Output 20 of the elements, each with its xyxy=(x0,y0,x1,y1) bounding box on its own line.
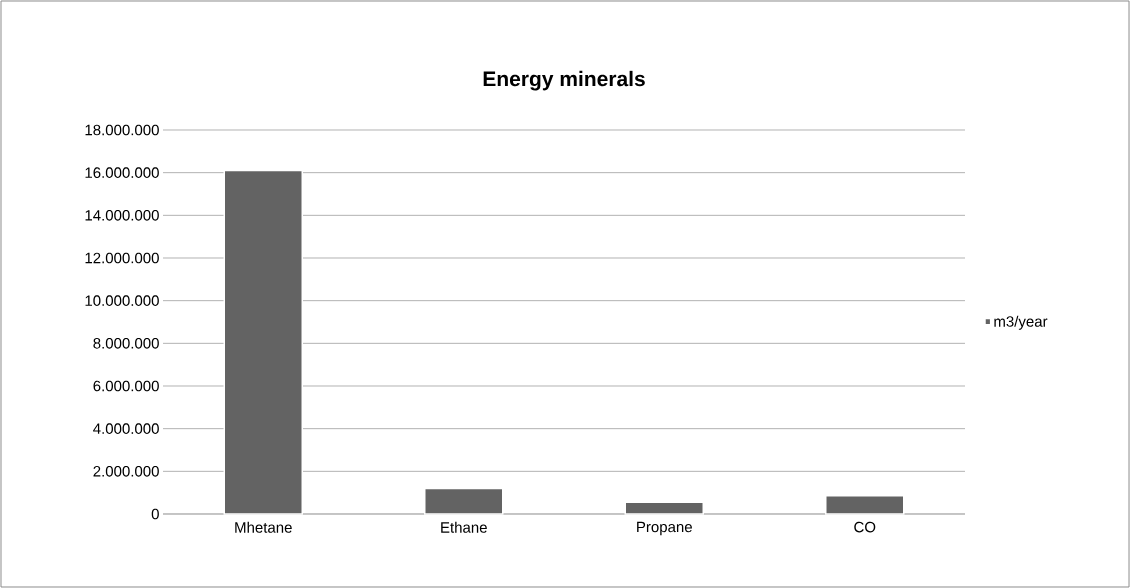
y-tick-label: 14.000.000 xyxy=(85,210,159,221)
y-tick-label: 18.000.000 xyxy=(85,124,159,136)
bar xyxy=(424,487,504,515)
y-tick-label: 4.000.000 xyxy=(93,423,159,434)
y-tick-label: 8.000.000 xyxy=(93,338,159,349)
y-tick-label: 2.000.000 xyxy=(93,466,159,477)
y-tick-label: 16.000.000 xyxy=(85,167,159,178)
chart-title: Energy minerals xyxy=(483,70,645,91)
bar xyxy=(624,501,705,515)
x-tick-label: CO xyxy=(854,521,876,533)
y-tick-label: 6.000.000 xyxy=(93,380,159,392)
y-tick-label: 10.000.000 xyxy=(85,295,159,306)
y-tick-label: 12.000.000 xyxy=(85,252,159,264)
bar xyxy=(223,169,303,515)
bar xyxy=(825,495,905,515)
x-tick-label: Propane xyxy=(637,521,692,536)
x-tick-label: Ethane xyxy=(441,521,487,533)
y-tick-label: 0 xyxy=(151,508,159,520)
x-tick-label: Mhetane xyxy=(235,521,292,533)
legend-label: m3/year xyxy=(994,315,1048,330)
